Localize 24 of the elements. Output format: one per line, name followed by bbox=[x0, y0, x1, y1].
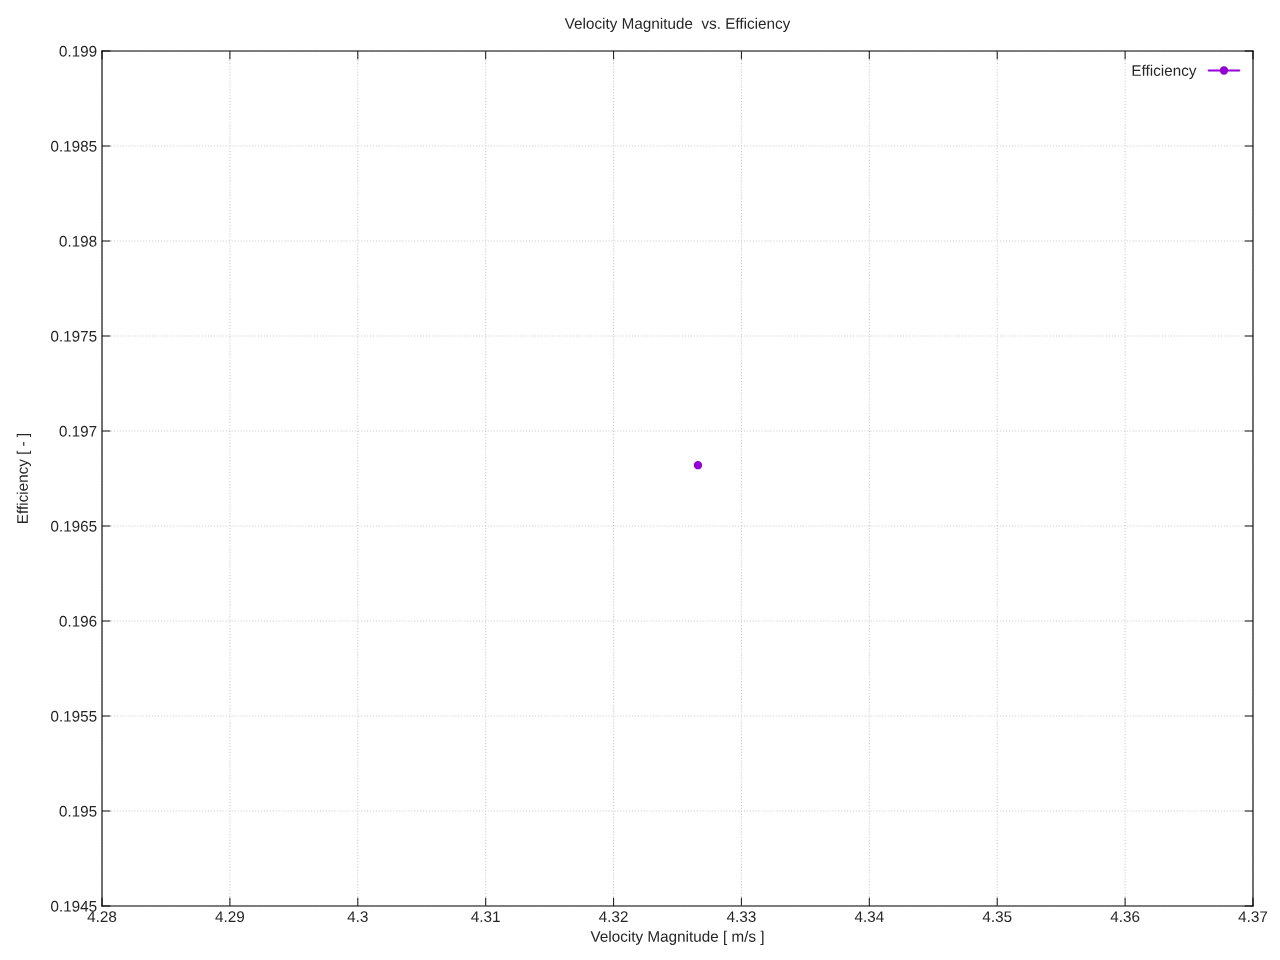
x-tick-label: 4.37 bbox=[1238, 911, 1268, 923]
y-tick-label: 0.1955 bbox=[51, 710, 97, 722]
y-tick-label: 0.195 bbox=[59, 805, 97, 817]
y-tick-label: 0.1985 bbox=[51, 140, 97, 152]
y-tick-label: 0.198 bbox=[59, 235, 97, 247]
y-tick-label: 0.199 bbox=[59, 45, 97, 57]
x-tick-label: 4.31 bbox=[471, 911, 500, 923]
x-tick-label: 4.32 bbox=[599, 911, 628, 923]
x-tick-label: 4.34 bbox=[854, 911, 884, 923]
x-tick-label: 4.36 bbox=[1110, 911, 1140, 923]
x-tick-label: 4.29 bbox=[215, 911, 245, 923]
y-tick-label: 0.1975 bbox=[51, 330, 97, 342]
x-tick-label: 4.35 bbox=[982, 911, 1012, 923]
x-tick-label: 4.28 bbox=[87, 911, 117, 923]
chart-title: Velocity Magnitude vs. Efficiency bbox=[564, 17, 791, 32]
y-tick-label: 0.1945 bbox=[51, 900, 97, 912]
x-tick-label: 4.3 bbox=[347, 911, 368, 923]
legend-label: Efficiency bbox=[1132, 64, 1197, 79]
x-tick-label: 4.33 bbox=[726, 911, 756, 923]
x-axis-title: Velocity Magnitude [ m/s ] bbox=[590, 930, 764, 945]
y-tick-label: 0.1965 bbox=[51, 520, 97, 532]
y-axis-title: Efficiency [ - ] bbox=[16, 433, 31, 523]
y-tick-label: 0.197 bbox=[59, 425, 97, 437]
y-tick-label: 0.196 bbox=[59, 615, 97, 627]
